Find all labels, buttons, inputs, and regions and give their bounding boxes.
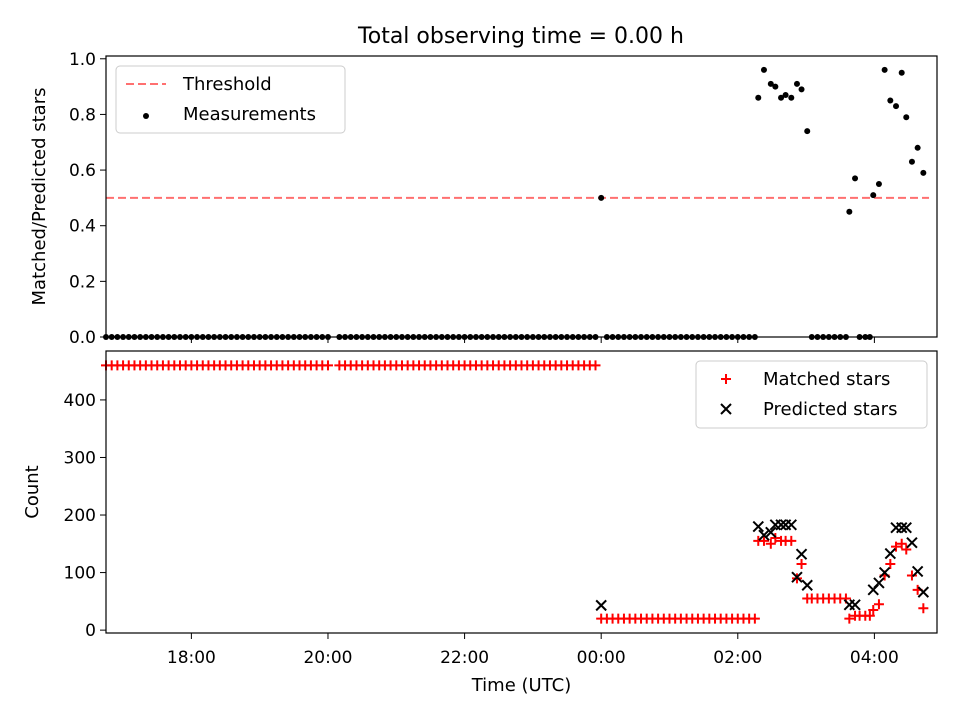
predicted-star-point — [849, 599, 861, 611]
legend-label: Matched stars — [763, 369, 890, 390]
matched-star-point — [786, 535, 797, 546]
x-tick-label: 18:00 — [167, 648, 216, 668]
legend-measurement-swatch — [143, 113, 149, 119]
predicted-star-point — [595, 599, 607, 612]
measurement-point — [767, 80, 774, 87]
predicted-star-point — [906, 536, 918, 549]
axes-frame — [105, 55, 938, 338]
predicted-star-point — [752, 520, 764, 533]
predicted-star-point — [775, 519, 787, 531]
x-axis-label: Time (UTC) — [471, 675, 572, 696]
matched-star-point — [873, 599, 884, 610]
predicted-star-point — [896, 521, 908, 534]
predicted-star-point — [765, 526, 777, 538]
y-tick-label: 1.0 — [69, 50, 96, 70]
measurement-point — [903, 114, 910, 121]
matched-star-point — [765, 538, 776, 549]
y-tick-label: 0.6 — [69, 161, 96, 181]
legend: Matched stars Predicted stars — [695, 360, 928, 429]
predicted-star-point — [917, 586, 930, 598]
measurement-point — [778, 94, 785, 101]
measurement-point — [793, 80, 800, 87]
top-panel: 0.0 0.2 0.4 0.6 0.8 1.0 Matched/Predicted star… — [29, 50, 938, 348]
predicted-star-point — [878, 566, 891, 579]
y-tick-label: 0.8 — [69, 105, 96, 125]
y-tick-label: 0.4 — [69, 217, 96, 237]
measurement-point — [755, 94, 762, 101]
legend-box — [695, 360, 928, 429]
predicted-star-point — [785, 519, 797, 531]
matched-star-point — [901, 544, 912, 555]
matched-star-point — [770, 533, 781, 544]
y-tick-label: 0 — [85, 621, 96, 641]
matched-star-point — [896, 538, 907, 549]
measurement-point — [875, 180, 882, 187]
legend-box — [115, 65, 346, 134]
matched-star-point — [322, 360, 333, 371]
y-tick-label: 400 — [64, 391, 96, 411]
matched-star-point — [844, 613, 855, 624]
predicted-star-point — [884, 547, 897, 560]
matched-star-point — [906, 570, 917, 581]
predicted-star-point — [911, 565, 924, 578]
y-axis-label: Count — [22, 465, 43, 518]
measurement-point — [914, 144, 921, 151]
matched-star-point — [864, 610, 875, 621]
y-tick-label: 200 — [64, 506, 96, 526]
matched-star-point — [918, 603, 929, 614]
predicted-star-point — [873, 577, 885, 589]
x-tick-label: 04:00 — [850, 648, 899, 668]
matched-star-point — [758, 535, 769, 546]
legend-predicted-swatch — [720, 403, 732, 415]
measurement-point — [782, 91, 789, 98]
y-tick-label: 0.0 — [69, 328, 96, 348]
legend: Threshold Measurements — [115, 65, 346, 134]
series-matched-stars — [101, 360, 929, 624]
measurement-point — [788, 94, 795, 101]
legend-label: Measurements — [183, 104, 316, 125]
series-predicted-stars — [595, 519, 930, 612]
measurement-point — [920, 169, 927, 176]
measurement-point — [898, 69, 905, 76]
matched-star-point — [590, 360, 601, 371]
axes-frame — [105, 350, 938, 634]
x-tick-label: 02:00 — [713, 648, 762, 668]
y-tick-label: 0.2 — [69, 272, 96, 292]
measurement-point — [798, 86, 805, 93]
measurement-point — [870, 192, 877, 199]
y-axis-label: Matched/Predicted stars — [29, 88, 50, 306]
legend-matched-swatch — [721, 374, 731, 384]
predicted-star-point — [758, 529, 770, 541]
measurement-point — [846, 208, 853, 215]
measurement-point — [887, 97, 894, 104]
matched-star-point — [868, 604, 879, 615]
measurement-point — [893, 103, 900, 110]
measurement-point — [772, 83, 779, 90]
predicted-star-point — [801, 579, 813, 591]
y-tick-label: 300 — [64, 448, 96, 468]
x-tick-label: 20:00 — [303, 648, 352, 668]
matched-star-point — [885, 558, 896, 569]
measurement-point — [760, 66, 767, 73]
legend-label: Predicted stars — [763, 399, 897, 420]
chart-title: Total observing time = 0.00 h — [357, 24, 684, 49]
predicted-star-point — [791, 571, 803, 583]
x-tick-label: 22:00 — [440, 648, 489, 668]
measurement-point — [852, 175, 859, 182]
x-tick-label: 00:00 — [577, 648, 626, 668]
y-tick-label: 100 — [64, 564, 96, 584]
measurement-point — [908, 158, 915, 165]
measurement-point — [881, 66, 888, 73]
predicted-star-point — [900, 521, 912, 534]
measurement-point — [804, 128, 811, 135]
matched-star-point — [796, 558, 807, 569]
matched-star-point — [749, 613, 760, 624]
predicted-star-point — [795, 548, 808, 560]
legend-label: Threshold — [182, 74, 272, 95]
bottom-panel: 0 100 200 300 400 18:00 20:00 22:00 00:00 02:00 04… — [22, 350, 938, 696]
measurement-point — [598, 194, 605, 201]
matched-star-point — [891, 541, 902, 552]
